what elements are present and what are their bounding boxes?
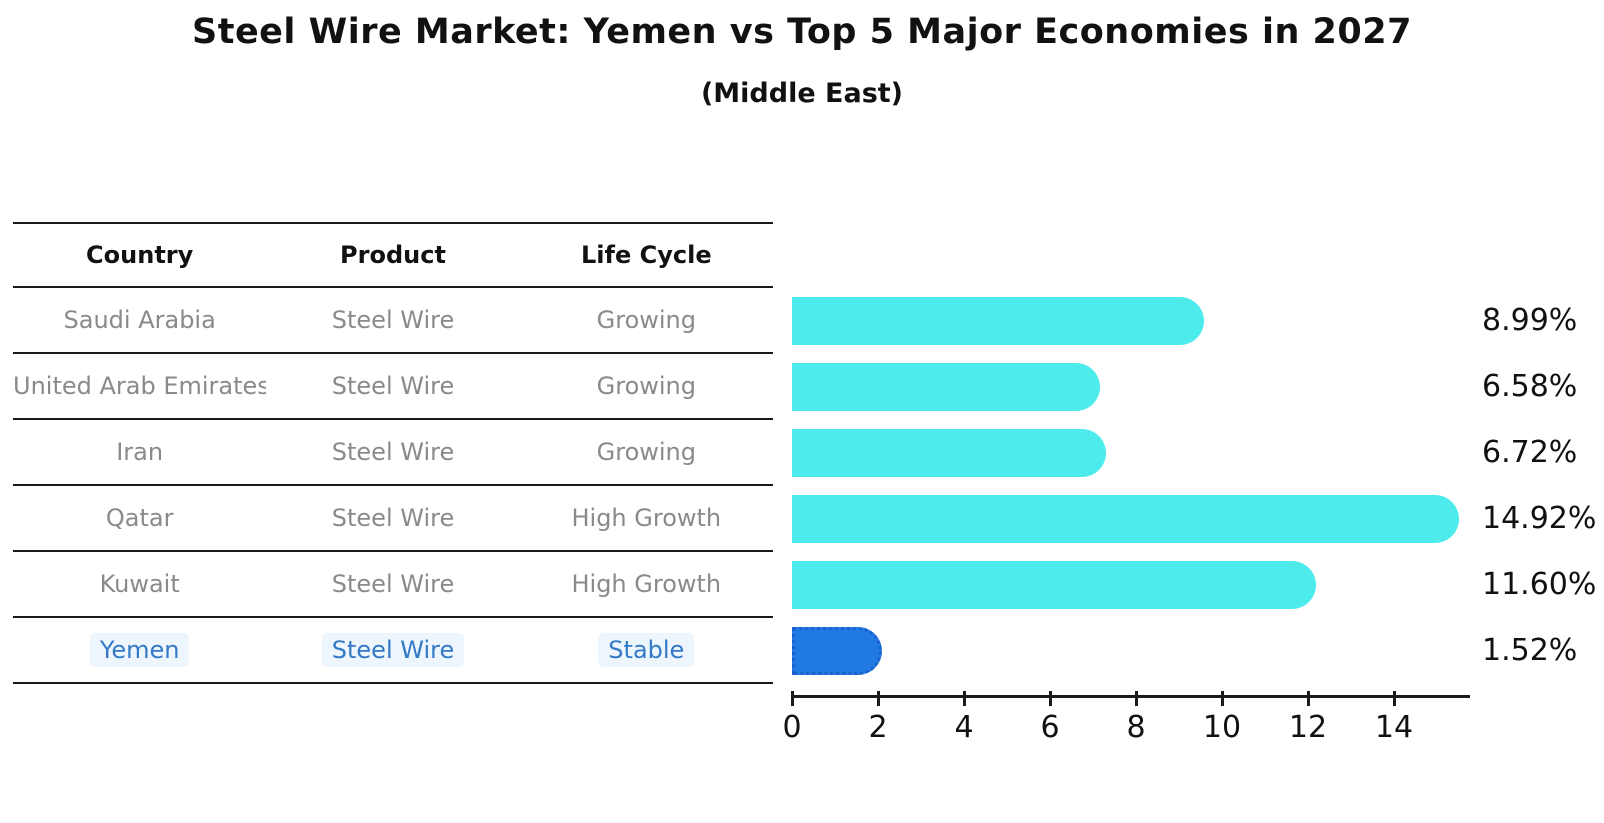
col-header-country: Country [86,241,194,269]
value-label: 11.60% [1482,567,1597,602]
x-axis-tick-label: 4 [954,710,974,745]
cell-product: Steel Wire [331,570,455,598]
table-row: Kuwait Steel Wire High Growth [13,552,773,618]
x-axis-tick-label: 8 [1126,710,1146,745]
bar-iran [792,429,1106,477]
x-axis-tick-label: 2 [868,710,888,745]
table-header-row: Country Product Life Cycle [13,222,773,288]
col-header-product: Product [340,241,446,269]
cell-lifecycle: Growing [596,438,696,466]
x-axis-tick-label: 10 [1202,710,1242,745]
cell-country: Yemen [13,618,266,682]
cell-lifecycle: High Growth [571,570,722,598]
value-label: 1.52% [1482,633,1578,668]
cell-product: Steel Wire [331,438,455,466]
table-row: Yemen Steel Wire Stable [13,618,773,684]
cell-product: Steel Wire [266,618,519,682]
bar-saudi-arabia [792,297,1204,345]
x-axis-tick-label: 12 [1288,710,1328,745]
bar-qatar [792,495,1459,543]
cell-product: Steel Wire [331,504,455,532]
x-axis-tick [1221,691,1224,706]
cell-lifecycle: Stable [520,618,773,682]
x-axis-tick [1393,691,1396,706]
chart-subtitle: (Middle East) [700,78,904,109]
x-axis-tick [791,691,794,706]
bar-yemen [792,627,882,675]
bar-kuwait [792,561,1316,609]
bar-chart: 8.99% 6.58% 6.72% 14.92% 11.60% 1.52% 0 2 4 6 8 10 1… [782,0,1604,823]
chart-title: Steel Wire Market: Yemen vs Top 5 Major … [192,12,1412,52]
data-table: Country Product Life Cycle Saudi Arabia S… [13,222,773,684]
value-label: 6.72% [1482,435,1578,470]
col-header-lifecycle: Life Cycle [581,241,712,269]
x-axis-tick [963,691,966,706]
cell-product: Steel Wire [331,306,455,334]
value-label: 6.58% [1482,369,1578,404]
cell-product: Steel Wire [331,372,455,400]
value-label: 14.92% [1482,501,1597,536]
table-body: Saudi Arabia Steel Wire Growing United Arab… [13,288,773,684]
x-axis-tick [1049,691,1052,706]
cell-country: United Arab Emirates [13,372,267,400]
table-row: Qatar Steel Wire High Growth [13,486,773,552]
cell-lifecycle: High Growth [571,504,722,532]
x-axis-tick-label: 14 [1374,710,1414,745]
cell-lifecycle: Growing [596,306,696,334]
value-label: 8.99% [1482,303,1578,338]
table-row: United Arab Emirates Steel Wire Growing [13,354,773,420]
cell-country: Kuwait [99,570,180,598]
x-axis-tick-label: 0 [782,710,802,745]
table-row: Saudi Arabia Steel Wire Growing [13,288,773,354]
x-axis-line [792,695,1470,698]
x-axis-tick [1135,691,1138,706]
x-axis-tick [1307,691,1310,706]
x-axis-tick-label: 6 [1040,710,1060,745]
cell-country: Saudi Arabia [63,306,216,334]
x-axis-tick [877,691,880,706]
cell-country: Qatar [105,504,174,532]
bar-united-arab-emirates [792,363,1100,411]
cell-country: Iran [116,438,164,466]
table-row: Iran Steel Wire Growing [13,420,773,486]
cell-lifecycle: Growing [596,372,696,400]
